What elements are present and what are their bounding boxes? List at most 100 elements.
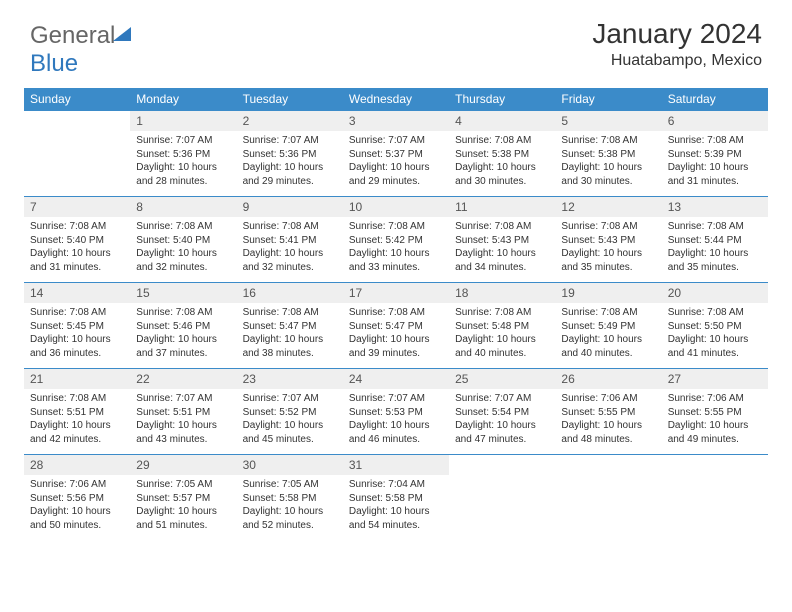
daylight-text-2: and 41 minutes. [668, 347, 762, 361]
sunrise-text: Sunrise: 7:05 AM [136, 478, 230, 492]
weekday-header: Monday [130, 88, 236, 111]
daylight-text-2: and 28 minutes. [136, 175, 230, 189]
daylight-text-2: and 32 minutes. [136, 261, 230, 275]
sunrise-text: Sunrise: 7:07 AM [136, 392, 230, 406]
day-details: Sunrise: 7:05 AMSunset: 5:58 PMDaylight:… [237, 475, 343, 536]
sunset-text: Sunset: 5:40 PM [136, 234, 230, 248]
header: January 2024 Huatabampo, Mexico [592, 18, 762, 70]
calendar-cell: 30Sunrise: 7:05 AMSunset: 5:58 PMDayligh… [237, 455, 343, 541]
day-number: 18 [449, 283, 555, 303]
sunset-text: Sunset: 5:51 PM [30, 406, 124, 420]
day-number: 22 [130, 369, 236, 389]
weekday-header: Sunday [24, 88, 130, 111]
sunrise-text: Sunrise: 7:08 AM [561, 306, 655, 320]
sunrise-text: Sunrise: 7:04 AM [349, 478, 443, 492]
day-details: Sunrise: 7:07 AMSunset: 5:54 PMDaylight:… [449, 389, 555, 450]
sunrise-text: Sunrise: 7:07 AM [243, 134, 337, 148]
day-details: Sunrise: 7:08 AMSunset: 5:47 PMDaylight:… [343, 303, 449, 364]
calendar-cell: 16Sunrise: 7:08 AMSunset: 5:47 PMDayligh… [237, 283, 343, 369]
day-number: 27 [662, 369, 768, 389]
day-details: Sunrise: 7:06 AMSunset: 5:56 PMDaylight:… [24, 475, 130, 536]
sunrise-text: Sunrise: 7:08 AM [349, 306, 443, 320]
day-details: Sunrise: 7:08 AMSunset: 5:39 PMDaylight:… [662, 131, 768, 192]
day-number: 12 [555, 197, 661, 217]
calendar-week-row: 7Sunrise: 7:08 AMSunset: 5:40 PMDaylight… [24, 197, 768, 283]
daylight-text-1: Daylight: 10 hours [30, 333, 124, 347]
day-number: 7 [24, 197, 130, 217]
daylight-text-1: Daylight: 10 hours [455, 419, 549, 433]
daylight-text-1: Daylight: 10 hours [243, 247, 337, 261]
daylight-text-2: and 47 minutes. [455, 433, 549, 447]
daylight-text-1: Daylight: 10 hours [243, 161, 337, 175]
sunset-text: Sunset: 5:47 PM [243, 320, 337, 334]
daylight-text-1: Daylight: 10 hours [455, 333, 549, 347]
daylight-text-2: and 39 minutes. [349, 347, 443, 361]
daylight-text-1: Daylight: 10 hours [243, 333, 337, 347]
sunset-text: Sunset: 5:44 PM [668, 234, 762, 248]
daylight-text-1: Daylight: 10 hours [668, 419, 762, 433]
sunset-text: Sunset: 5:54 PM [455, 406, 549, 420]
day-details: Sunrise: 7:08 AMSunset: 5:45 PMDaylight:… [24, 303, 130, 364]
sunrise-text: Sunrise: 7:08 AM [668, 220, 762, 234]
weekday-header: Thursday [449, 88, 555, 111]
day-number: 4 [449, 111, 555, 131]
calendar-cell: 25Sunrise: 7:07 AMSunset: 5:54 PMDayligh… [449, 369, 555, 455]
sunrise-text: Sunrise: 7:05 AM [243, 478, 337, 492]
logo-triangle-icon [113, 20, 131, 48]
sunset-text: Sunset: 5:57 PM [136, 492, 230, 506]
weekday-header: Saturday [662, 88, 768, 111]
day-number: 20 [662, 283, 768, 303]
calendar-cell: 10Sunrise: 7:08 AMSunset: 5:42 PMDayligh… [343, 197, 449, 283]
calendar-cell: 7Sunrise: 7:08 AMSunset: 5:40 PMDaylight… [24, 197, 130, 283]
sunset-text: Sunset: 5:53 PM [349, 406, 443, 420]
day-number: 28 [24, 455, 130, 475]
daylight-text-2: and 43 minutes. [136, 433, 230, 447]
day-number [555, 455, 661, 475]
calendar-week-row: 28Sunrise: 7:06 AMSunset: 5:56 PMDayligh… [24, 455, 768, 541]
daylight-text-1: Daylight: 10 hours [561, 161, 655, 175]
daylight-text-2: and 34 minutes. [455, 261, 549, 275]
sunset-text: Sunset: 5:49 PM [561, 320, 655, 334]
sunset-text: Sunset: 5:36 PM [243, 148, 337, 162]
calendar-cell: 21Sunrise: 7:08 AMSunset: 5:51 PMDayligh… [24, 369, 130, 455]
day-number: 16 [237, 283, 343, 303]
logo-text-2: Blue [30, 50, 78, 77]
daylight-text-1: Daylight: 10 hours [561, 333, 655, 347]
daylight-text-1: Daylight: 10 hours [136, 505, 230, 519]
daylight-text-2: and 51 minutes. [136, 519, 230, 533]
daylight-text-2: and 40 minutes. [561, 347, 655, 361]
calendar-cell: 14Sunrise: 7:08 AMSunset: 5:45 PMDayligh… [24, 283, 130, 369]
daylight-text-1: Daylight: 10 hours [561, 247, 655, 261]
calendar-table: SundayMondayTuesdayWednesdayThursdayFrid… [24, 88, 768, 541]
sunset-text: Sunset: 5:52 PM [243, 406, 337, 420]
daylight-text-1: Daylight: 10 hours [30, 247, 124, 261]
sunrise-text: Sunrise: 7:08 AM [455, 306, 549, 320]
day-details: Sunrise: 7:08 AMSunset: 5:38 PMDaylight:… [555, 131, 661, 192]
calendar-cell [449, 455, 555, 541]
calendar-cell: 28Sunrise: 7:06 AMSunset: 5:56 PMDayligh… [24, 455, 130, 541]
day-details: Sunrise: 7:08 AMSunset: 5:41 PMDaylight:… [237, 217, 343, 278]
calendar-cell: 15Sunrise: 7:08 AMSunset: 5:46 PMDayligh… [130, 283, 236, 369]
daylight-text-2: and 33 minutes. [349, 261, 443, 275]
day-details: Sunrise: 7:06 AMSunset: 5:55 PMDaylight:… [662, 389, 768, 450]
calendar-cell [662, 455, 768, 541]
calendar-cell: 29Sunrise: 7:05 AMSunset: 5:57 PMDayligh… [130, 455, 236, 541]
calendar-cell: 8Sunrise: 7:08 AMSunset: 5:40 PMDaylight… [130, 197, 236, 283]
calendar-cell: 4Sunrise: 7:08 AMSunset: 5:38 PMDaylight… [449, 111, 555, 197]
daylight-text-1: Daylight: 10 hours [349, 333, 443, 347]
sunset-text: Sunset: 5:39 PM [668, 148, 762, 162]
sunrise-text: Sunrise: 7:07 AM [243, 392, 337, 406]
sunrise-text: Sunrise: 7:08 AM [136, 220, 230, 234]
sunset-text: Sunset: 5:58 PM [243, 492, 337, 506]
day-details: Sunrise: 7:07 AMSunset: 5:36 PMDaylight:… [237, 131, 343, 192]
daylight-text-1: Daylight: 10 hours [136, 247, 230, 261]
day-number: 5 [555, 111, 661, 131]
calendar-cell: 9Sunrise: 7:08 AMSunset: 5:41 PMDaylight… [237, 197, 343, 283]
day-number: 10 [343, 197, 449, 217]
daylight-text-2: and 29 minutes. [243, 175, 337, 189]
calendar-cell: 6Sunrise: 7:08 AMSunset: 5:39 PMDaylight… [662, 111, 768, 197]
daylight-text-1: Daylight: 10 hours [668, 247, 762, 261]
day-details: Sunrise: 7:08 AMSunset: 5:46 PMDaylight:… [130, 303, 236, 364]
calendar-cell: 13Sunrise: 7:08 AMSunset: 5:44 PMDayligh… [662, 197, 768, 283]
sunset-text: Sunset: 5:43 PM [455, 234, 549, 248]
